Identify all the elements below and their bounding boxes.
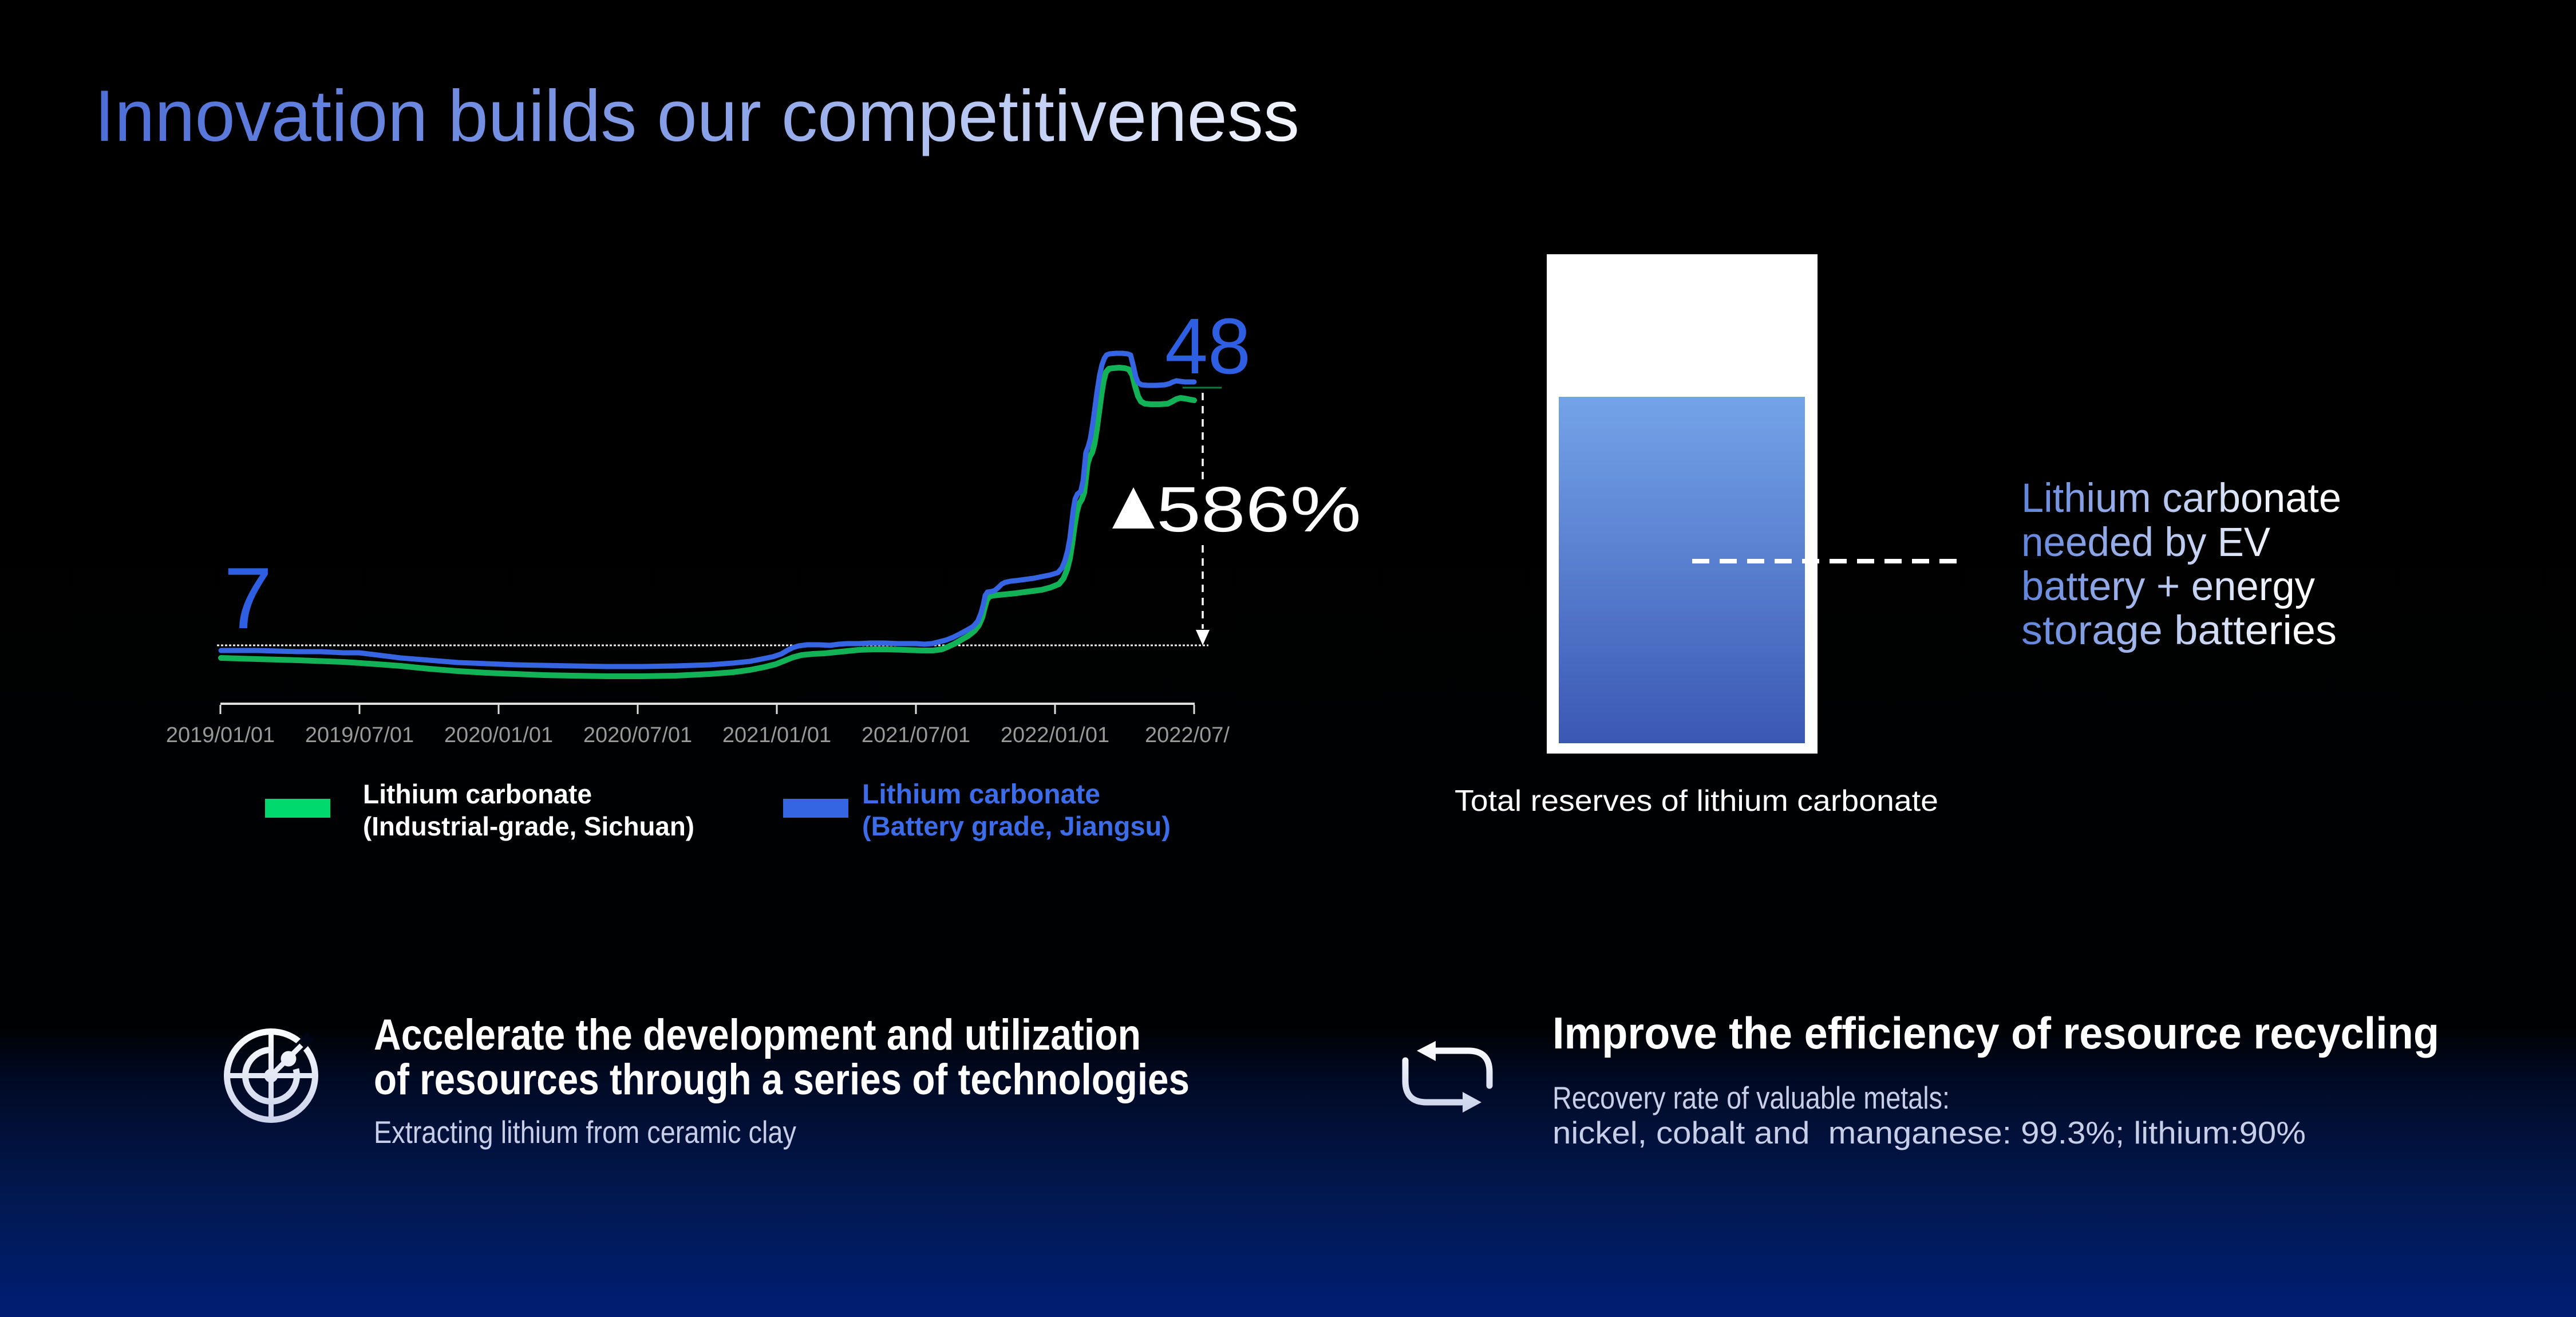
svg-text:Extracting lithium from cerami: Extracting lithium from ceramic clay xyxy=(374,1114,796,1150)
svg-text:of resources through a series: of resources through a series of technol… xyxy=(374,1055,1190,1104)
svg-text:48: 48 xyxy=(1165,302,1251,391)
svg-text:2021/07/01: 2021/07/01 xyxy=(862,723,970,747)
svg-text:2019/07/01: 2019/07/01 xyxy=(305,723,414,747)
svg-text:Improve the efficiency of reso: Improve the efficiency of resource recyc… xyxy=(1552,1008,2439,1058)
svg-text:Lithium carbonate: Lithium carbonate xyxy=(2021,476,2341,521)
svg-text:storage batteries: storage batteries xyxy=(2021,608,2337,653)
svg-text:2019/01/01: 2019/01/01 xyxy=(166,723,275,747)
svg-text:Lithium carbonate: Lithium carbonate xyxy=(363,779,592,809)
svg-text:586%: 586% xyxy=(1156,474,1361,545)
svg-text:2022/01/01: 2022/01/01 xyxy=(1001,723,1109,747)
svg-text:Total reserves of lithium carb: Total reserves of lithium carbonate xyxy=(1455,784,1938,818)
svg-text:(Industrial-grade, Sichuan): (Industrial-grade, Sichuan) xyxy=(363,811,694,841)
svg-text:2021/01/01: 2021/01/01 xyxy=(722,723,831,747)
svg-text:2022/07/: 2022/07/ xyxy=(1145,723,1230,747)
svg-text:Innovation builds our competit: Innovation builds our competitiveness xyxy=(94,75,1299,156)
svg-text:(Battery grade, Jiangsu): (Battery grade, Jiangsu) xyxy=(862,811,1171,841)
svg-text:2020/01/01: 2020/01/01 xyxy=(444,723,553,747)
svg-text:2020/07/01: 2020/07/01 xyxy=(583,723,692,747)
svg-text:Lithium carbonate: Lithium carbonate xyxy=(862,779,1100,810)
svg-text:nickel, cobalt and manganese:: nickel, cobalt and manganese: 99.3%; lit… xyxy=(1552,1115,2306,1150)
svg-text:battery + energy: battery + energy xyxy=(2021,564,2315,609)
svg-text:7: 7 xyxy=(224,550,272,647)
svg-text:needed by EV: needed by EV xyxy=(2021,520,2271,565)
svg-text:Accelerate the development and: Accelerate the development and utilizati… xyxy=(374,1011,1141,1059)
svg-text:Recovery rate of valuable meta: Recovery rate of valuable metals: xyxy=(1552,1080,1950,1115)
